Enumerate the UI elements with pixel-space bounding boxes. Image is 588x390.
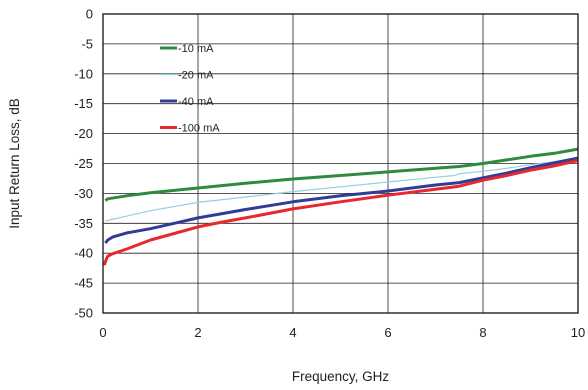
legend-label: -100 mA	[178, 123, 220, 135]
series-line-1	[104, 147, 579, 202]
y-tick-label: -45	[74, 276, 93, 291]
series-line-3	[104, 156, 579, 244]
y-tick-label: -35	[74, 216, 93, 231]
legend: -10 mA -20 mA -40 mA -100 mA	[160, 43, 220, 135]
x-tick-label: 4	[289, 325, 296, 340]
series-lines	[102, 147, 579, 266]
y-axis-label: Input Return Loss, dB	[7, 98, 22, 229]
legend-label: -10 mA	[178, 43, 214, 55]
x-tick-label: 10	[571, 325, 585, 340]
series-line-2	[105, 156, 579, 222]
series-line-4	[102, 159, 579, 266]
y-tick-label: -30	[74, 186, 93, 201]
x-tick-label: 0	[99, 325, 106, 340]
y-tick-label: -25	[74, 156, 93, 171]
x-axis-label: Frequency, GHz	[292, 369, 390, 384]
y-tick-label: -40	[74, 246, 93, 261]
x-tick-label: 2	[194, 325, 201, 340]
legend-label: -40 mA	[178, 96, 214, 108]
axis-ticks: 0 -5 -10 -15 -20 -25 -30 -35 -40 -45 -50 0 2 4 6 8 10	[74, 7, 585, 341]
x-tick-label: 8	[479, 325, 486, 340]
y-tick-label: -20	[74, 126, 93, 141]
plot-area-frame	[102, 13, 579, 314]
y-tick-label: -15	[74, 96, 93, 111]
y-tick-label: -5	[81, 36, 93, 51]
x-tick-label: 6	[384, 325, 391, 340]
y-tick-label: 0	[86, 7, 93, 22]
y-tick-label: -10	[74, 66, 93, 81]
gridlines	[102, 13, 579, 314]
legend-label: -20 mA	[178, 70, 214, 82]
y-tick-label: -50	[74, 306, 93, 321]
